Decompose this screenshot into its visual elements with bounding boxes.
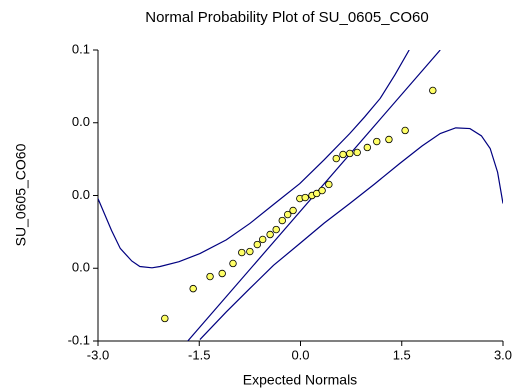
y-tick-label: 0.0 — [72, 187, 90, 202]
data-point — [289, 206, 297, 215]
x-tick-label: 0.0 — [291, 347, 309, 362]
data-point — [278, 216, 286, 225]
data-point — [429, 86, 437, 95]
data-point — [325, 180, 333, 189]
data-point — [332, 154, 340, 163]
data-point — [346, 149, 354, 158]
data-point — [238, 248, 246, 257]
chart-title: Normal Probability Plot of SU_0605_CO60 — [145, 9, 428, 26]
data-point — [301, 193, 309, 202]
data-point — [253, 240, 261, 249]
data-point — [283, 210, 292, 219]
confidence-line — [98, 50, 410, 269]
y-tick-label: 0.0 — [72, 260, 90, 275]
y-axis-title: SU_0605_CO60 — [13, 143, 29, 246]
data-point — [353, 148, 361, 157]
data-point — [373, 137, 381, 146]
y-tick-label: -0.1 — [68, 332, 90, 347]
data-point — [339, 150, 347, 159]
data-point — [206, 272, 214, 281]
data-point — [218, 269, 226, 278]
data-point — [161, 314, 169, 323]
data-point — [259, 235, 267, 244]
data-point — [385, 135, 393, 144]
data-point — [318, 186, 326, 195]
x-tick-label: 3.0 — [494, 347, 512, 362]
data-point — [266, 230, 274, 239]
data-point — [246, 247, 254, 256]
data-point — [363, 143, 372, 152]
x-tick-label: -3.0 — [87, 347, 109, 362]
x-axis-title: Expected Normals — [243, 372, 357, 388]
data-point — [229, 259, 237, 268]
confidence-line — [199, 127, 503, 340]
data-point — [189, 284, 197, 293]
data-point — [401, 126, 409, 135]
data-point — [272, 225, 280, 234]
x-tick-label: 1.5 — [393, 347, 411, 362]
y-tick-label: 0.1 — [72, 41, 90, 56]
y-tick-label: 0.0 — [72, 114, 90, 129]
x-tick-label: -1.5 — [188, 347, 210, 362]
